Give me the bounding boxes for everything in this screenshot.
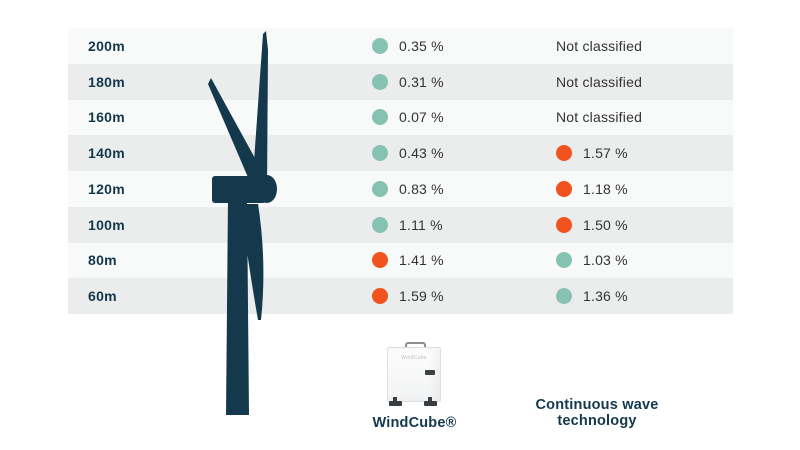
cw-value-cell: 1.36 % [556, 288, 628, 305]
teal-uncertainty-dot [556, 288, 572, 305]
uncertainty-value: 1.18 % [583, 180, 628, 197]
orange-uncertainty-dot [556, 216, 572, 233]
table-row: 60m 1.59 % 1.36 % [68, 278, 733, 314]
uncertainty-value: 0.31 % [399, 73, 444, 90]
table-row: 100m 1.11 % 1.50 % [68, 206, 733, 243]
height-label: 60m [88, 288, 117, 305]
cw-value-cell: 1.03 % [556, 252, 628, 269]
table-row: 120m 0.83 % 1.18 % [68, 171, 733, 207]
orange-uncertainty-dot [372, 288, 388, 305]
height-label: 140m [88, 145, 126, 162]
orange-uncertainty-dot [372, 252, 388, 269]
teal-uncertainty-dot [372, 109, 388, 126]
uncertainty-value: 1.59 % [399, 288, 444, 305]
uncertainty-value: 0.07 % [399, 109, 444, 126]
cw-value-cell: Not classified [556, 74, 642, 90]
teal-uncertainty-dot [556, 252, 572, 269]
table-row: 140m 0.43 % 1.57 % [68, 135, 733, 171]
table-row: 160m 0.07 % Not classified [68, 99, 733, 136]
not-classified-label: Not classified [556, 37, 643, 54]
windcube-value-cell: 0.35 % [372, 37, 444, 54]
uncertainty-value: 0.83 % [399, 180, 444, 197]
uncertainty-value: 1.11 % [399, 216, 443, 233]
uncertainty-value: 1.57 % [583, 145, 628, 162]
teal-uncertainty-dot [372, 37, 388, 54]
comparison-table: 200m 0.35 % Not classified 180m 0.31 % Not cl… [68, 28, 733, 314]
uncertainty-value: 1.50 % [583, 216, 628, 233]
continuous-wave-label-line2: technology [557, 412, 637, 429]
table-row: 80m 1.41 % 1.03 % [68, 242, 733, 279]
windcube-lidar-device-icon: WindCube [387, 342, 441, 406]
height-label: 80m [88, 252, 117, 269]
device-foot-right [424, 397, 437, 406]
device-port [425, 370, 435, 375]
windcube-value-cell: 0.83 % [372, 180, 444, 197]
uncertainty-value: 0.35 % [399, 37, 444, 54]
cw-value-cell: Not classified [556, 38, 642, 54]
teal-uncertainty-dot [372, 73, 388, 90]
cw-value-cell: 1.50 % [556, 216, 628, 233]
windcube-value-cell: 0.31 % [372, 73, 444, 90]
continuous-wave-label-line1: Continuous wave [535, 397, 659, 413]
height-label: 180m [88, 73, 126, 90]
device-foot-left [389, 397, 402, 406]
table-row: 180m 0.31 % Not classified [68, 63, 733, 100]
uncertainty-value: 0.43 % [399, 145, 444, 162]
orange-uncertainty-dot [556, 145, 572, 162]
teal-uncertainty-dot [372, 216, 388, 233]
uncertainty-value: 1.36 % [583, 288, 628, 305]
device-handle [405, 342, 426, 351]
continuous-wave-column-label: Continuous wave technology [512, 397, 682, 429]
height-label: 100m [88, 216, 126, 233]
table-row: 200m 0.35 % Not classified [68, 28, 733, 64]
windcube-value-cell: 1.11 % [372, 216, 443, 233]
height-label: 200m [88, 37, 126, 54]
not-classified-label: Not classified [556, 73, 643, 90]
height-label: 120m [88, 180, 126, 197]
cw-value-cell: 1.57 % [556, 145, 628, 162]
teal-uncertainty-dot [372, 145, 388, 162]
orange-uncertainty-dot [556, 180, 572, 197]
windcube-value-cell: 1.41 % [372, 252, 444, 269]
windcube-value-cell: 1.59 % [372, 288, 444, 305]
height-label: 160m [88, 109, 126, 126]
windcube-value-cell: 0.43 % [372, 145, 444, 162]
cw-value-cell: Not classified [556, 109, 642, 125]
cw-value-cell: 1.18 % [556, 180, 628, 197]
device-body: WindCube [387, 347, 441, 402]
windcube-column-label: WindCube® [372, 415, 457, 431]
not-classified-label: Not classified [556, 109, 643, 126]
windcube-value-cell: 0.07 % [372, 109, 444, 126]
uncertainty-value: 1.41 % [399, 252, 444, 269]
teal-uncertainty-dot [372, 180, 388, 197]
uncertainty-value: 1.03 % [583, 252, 628, 269]
device-brand-text: WindCube [401, 355, 427, 361]
